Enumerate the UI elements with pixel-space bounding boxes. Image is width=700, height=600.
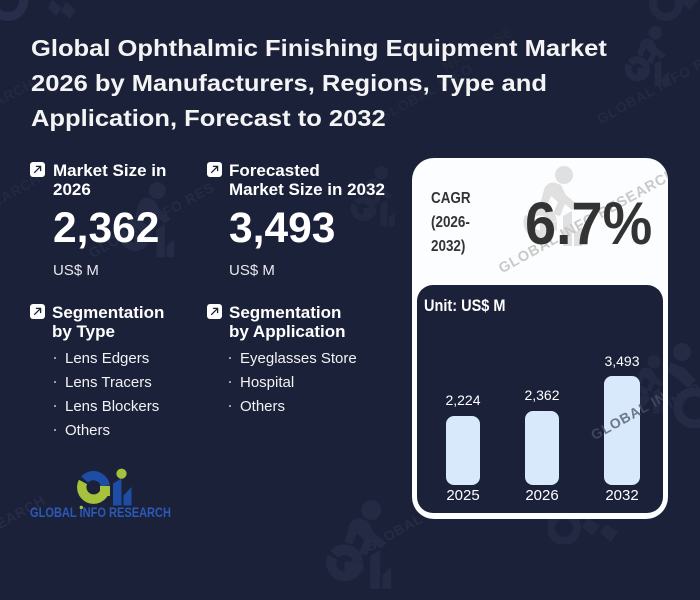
svg-text:GLOBAL ıNFO RESEARCH: GLOBAL ıNFO RESEARCH xyxy=(30,505,171,520)
